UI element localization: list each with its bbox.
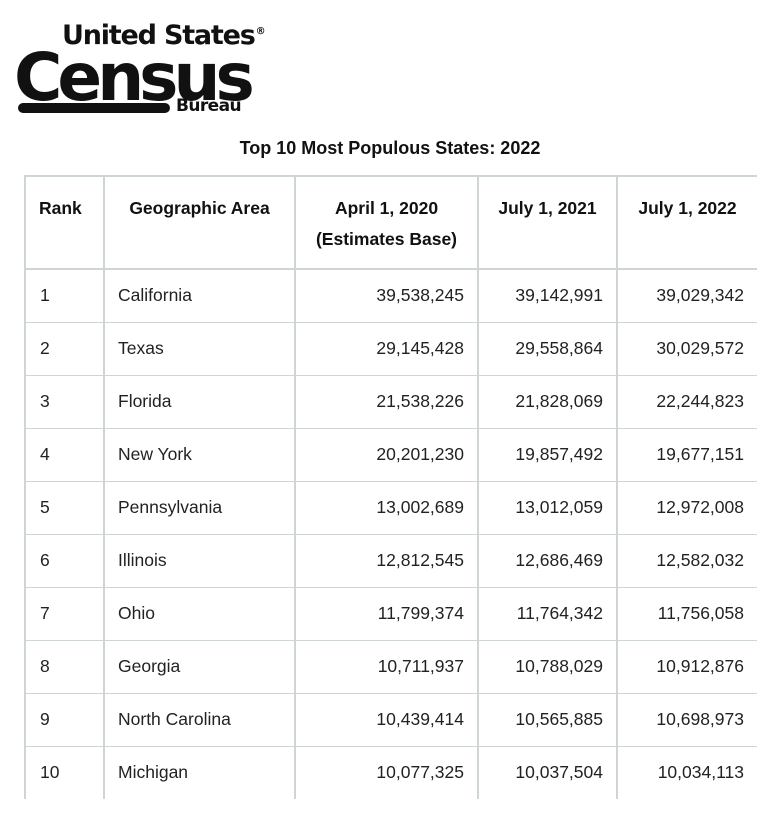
- census-bureau-logo: United States® Census Bureau: [14, 18, 266, 120]
- july-2021-cell: 12,686,469: [477, 534, 617, 587]
- table-row: 6 Illinois 12,812,545 12,686,469 12,582,032: [24, 534, 757, 587]
- table-row: 7 Ohio 11,799,374 11,764,342 11,756,058: [24, 587, 757, 640]
- table-row: 2 Texas 29,145,428 29,558,864 30,029,572: [24, 322, 757, 375]
- rank-cell: 9: [24, 693, 104, 746]
- april-2020-cell: 10,711,937: [294, 640, 478, 693]
- july-2021-cell: 10,788,029: [477, 640, 617, 693]
- april-2020-cell: 12,812,545: [294, 534, 478, 587]
- july-2022-cell: 30,029,572: [616, 322, 757, 375]
- july-2021-cell: 10,565,885: [477, 693, 617, 746]
- rank-cell: 6: [24, 534, 104, 587]
- july-2021-cell: 29,558,864: [477, 322, 617, 375]
- logo-underline-bar: [18, 103, 170, 113]
- table-title: Top 10 Most Populous States: 2022: [239, 138, 541, 158]
- header-july-2022: July 1, 2022: [616, 175, 757, 270]
- table-row: 1 California 39,538,245 39,142,991 39,029,34…: [24, 269, 757, 322]
- july-2021-cell: 13,012,059: [477, 481, 617, 534]
- april-2020-cell: 10,439,414: [294, 693, 478, 746]
- area-cell: Pennsylvania: [103, 481, 295, 534]
- april-2020-cell: 11,799,374: [294, 587, 478, 640]
- area-cell: Ohio: [103, 587, 295, 640]
- april-2020-cell: 20,201,230: [294, 428, 478, 481]
- july-2022-cell: 10,698,973: [616, 693, 757, 746]
- april-2020-cell: 21,538,226: [294, 375, 478, 428]
- rank-cell: 3: [24, 375, 104, 428]
- area-cell: New York: [103, 428, 295, 481]
- july-2022-cell: 11,756,058: [616, 587, 757, 640]
- registered-mark: ®: [255, 26, 266, 37]
- table-header-row: Rank Geographic Area April 1, 2020 (Esti…: [24, 175, 757, 270]
- rank-cell: 7: [24, 587, 104, 640]
- rank-cell: 5: [24, 481, 104, 534]
- header-april-2020-label: April 1, 2020: [334, 198, 439, 218]
- table-row: 10 Michigan 10,077,325 10,037,504 10,034,113: [24, 746, 757, 799]
- july-2022-cell: 22,244,823: [616, 375, 757, 428]
- april-2020-cell: 29,145,428: [294, 322, 478, 375]
- area-cell: Texas: [103, 322, 295, 375]
- area-cell: California: [103, 269, 295, 322]
- table-row: 9 North Carolina 10,439,414 10,565,885 10,69…: [24, 693, 757, 746]
- header-april-2020: April 1, 2020 (Estimates Base): [294, 175, 478, 270]
- area-cell: Michigan: [103, 746, 295, 799]
- table-row: 8 Georgia 10,711,937 10,788,029 10,912,876: [24, 640, 757, 693]
- july-2022-cell: 39,029,342: [616, 269, 757, 322]
- header-july-2021: July 1, 2021: [477, 175, 617, 270]
- header-rank: Rank: [24, 175, 104, 270]
- rank-cell: 2: [24, 322, 104, 375]
- logo-line-bureau: Bureau: [176, 96, 242, 116]
- july-2022-cell: 12,972,008: [616, 481, 757, 534]
- april-2020-cell: 10,077,325: [294, 746, 478, 799]
- population-table: Rank Geographic Area April 1, 2020 (Esti…: [24, 175, 757, 799]
- rank-cell: 1: [24, 269, 104, 322]
- april-2020-cell: 39,538,245: [294, 269, 478, 322]
- july-2021-cell: 21,828,069: [477, 375, 617, 428]
- logo-line-united-states: United States®: [62, 20, 266, 51]
- july-2021-cell: 10,037,504: [477, 746, 617, 799]
- area-cell: Illinois: [103, 534, 295, 587]
- rank-cell: 4: [24, 428, 104, 481]
- july-2021-cell: 19,857,492: [477, 428, 617, 481]
- header-geographic-area: Geographic Area: [103, 175, 295, 270]
- july-2022-cell: 12,582,032: [616, 534, 757, 587]
- july-2022-cell: 10,034,113: [616, 746, 757, 799]
- july-2022-cell: 19,677,151: [616, 428, 757, 481]
- table-row: 3 Florida 21,538,226 21,828,069 22,244,823: [24, 375, 757, 428]
- table-row: 4 New York 20,201,230 19,857,492 19,677,151: [24, 428, 757, 481]
- area-cell: Florida: [103, 375, 295, 428]
- july-2021-cell: 11,764,342: [477, 587, 617, 640]
- table-row: 5 Pennsylvania 13,002,689 13,012,059 12,972,…: [24, 481, 757, 534]
- july-2022-cell: 10,912,876: [616, 640, 757, 693]
- rank-cell: 8: [24, 640, 104, 693]
- area-cell: Georgia: [103, 640, 295, 693]
- header-april-2020-sublabel: (Estimates Base): [315, 229, 458, 249]
- april-2020-cell: 13,002,689: [294, 481, 478, 534]
- area-cell: North Carolina: [103, 693, 295, 746]
- rank-cell: 10: [24, 746, 104, 799]
- july-2021-cell: 39,142,991: [477, 269, 617, 322]
